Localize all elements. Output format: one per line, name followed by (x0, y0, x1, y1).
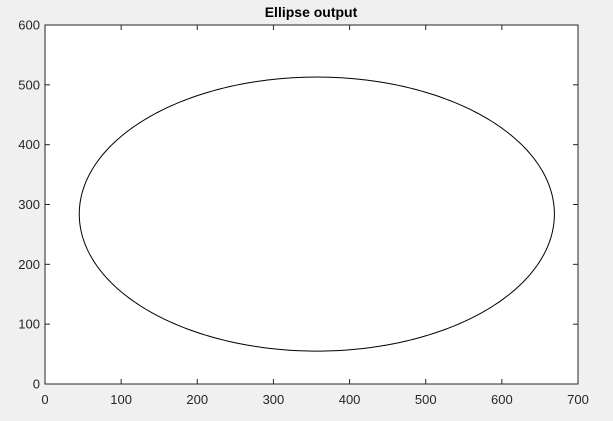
x-tick-label: 700 (567, 392, 589, 407)
y-tick-label: 600 (18, 18, 40, 33)
x-tick-label: 100 (110, 392, 132, 407)
y-tick-label: 0 (33, 377, 40, 392)
y-tick-label: 200 (18, 257, 40, 272)
y-tick-label: 100 (18, 317, 40, 332)
x-tick-label: 600 (491, 392, 513, 407)
x-tick-label: 0 (41, 392, 48, 407)
x-tick-label: 200 (186, 392, 208, 407)
y-tick-label: 400 (18, 137, 40, 152)
y-tick-label: 500 (18, 77, 40, 92)
axes-background (44, 24, 579, 385)
y-tick-labels: 0 100 200 300 400 500 600 (18, 18, 40, 392)
ellipse-curve (78, 76, 555, 352)
x-tick-label: 300 (263, 392, 285, 407)
chart-title: Ellipse output (265, 4, 358, 20)
tick-marks (44, 24, 579, 385)
x-tick-labels: 0 100 200 300 400 500 600 700 (41, 392, 588, 407)
y-tick-label: 300 (18, 197, 40, 212)
x-tick-label: 400 (339, 392, 361, 407)
x-tick-label: 500 (415, 392, 437, 407)
